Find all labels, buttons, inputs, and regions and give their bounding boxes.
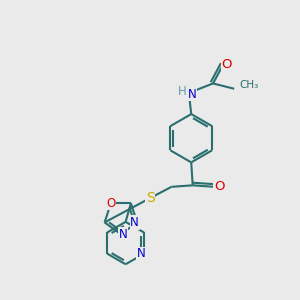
Text: O: O (222, 58, 232, 71)
Text: CH₃: CH₃ (239, 80, 259, 90)
Text: O: O (214, 180, 224, 193)
Text: H: H (178, 85, 187, 98)
Text: N: N (130, 216, 139, 229)
Text: N: N (136, 247, 146, 260)
Text: N: N (188, 88, 197, 101)
Text: N: N (119, 228, 128, 241)
Text: O: O (106, 197, 116, 210)
Text: S: S (146, 191, 155, 205)
